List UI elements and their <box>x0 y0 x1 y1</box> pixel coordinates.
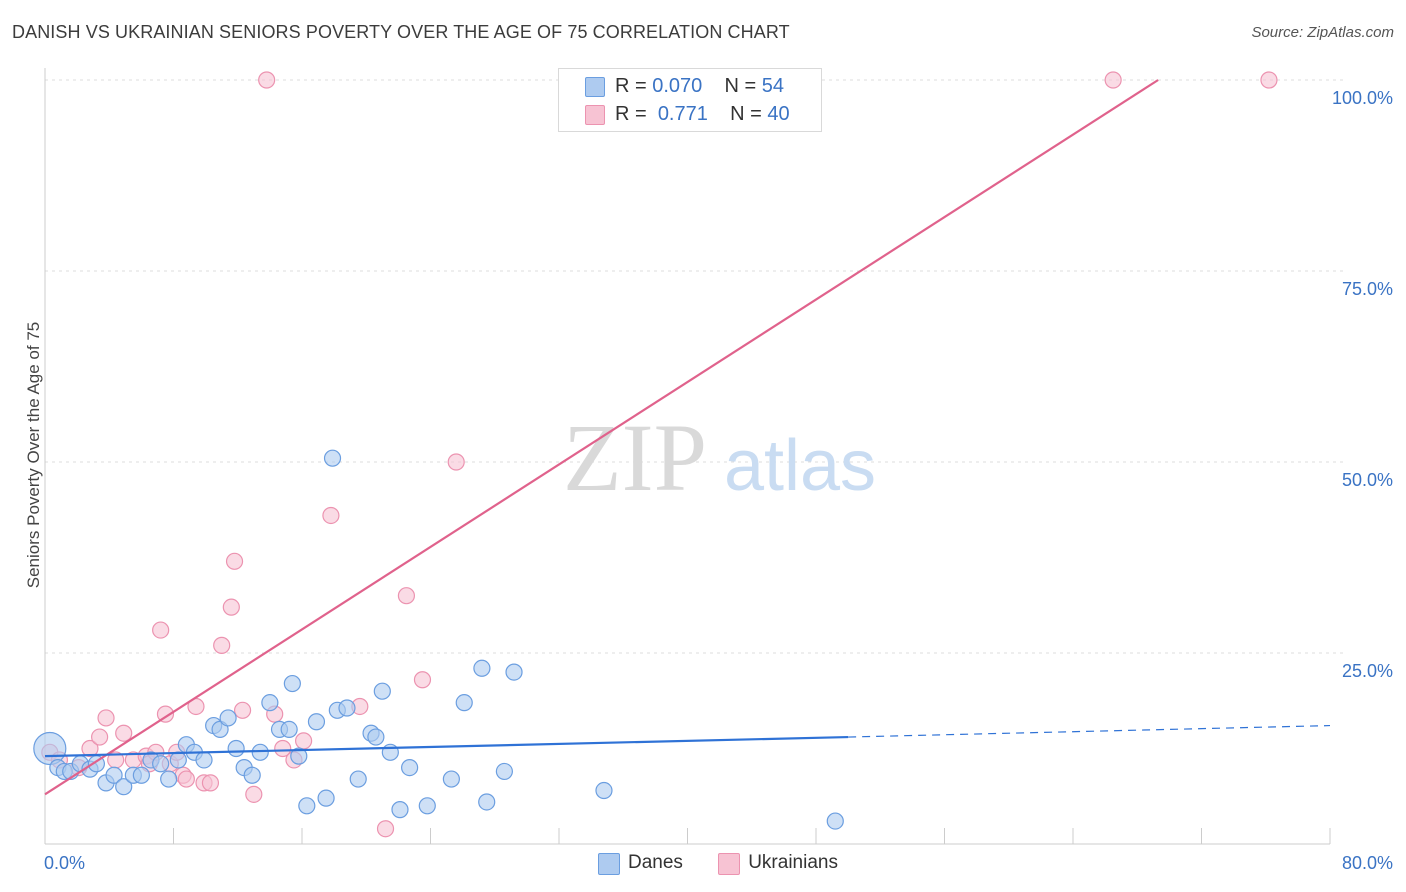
ukrainians-point <box>295 732 313 750</box>
ukrainians-point <box>233 701 252 719</box>
danes-point <box>349 770 367 788</box>
danes-point <box>373 682 391 700</box>
x-tick-label-min: 0.0% <box>44 853 85 873</box>
ukrainians-point <box>1260 71 1278 89</box>
danes-point <box>495 762 513 781</box>
danes-points <box>33 449 844 830</box>
y-tick-label: 25.0% <box>1342 661 1393 681</box>
danes-point <box>169 751 187 769</box>
series-legend: Danes Ukrainians <box>598 852 868 875</box>
danes-trend-extension <box>848 724 1331 738</box>
ukrainians-point <box>413 671 432 689</box>
danes-point <box>826 812 844 830</box>
danes-point <box>505 663 523 681</box>
danes-r-value: 0.070 <box>652 75 703 97</box>
ukrainians-point <box>222 598 240 616</box>
ukrainians-point <box>156 705 175 723</box>
danes-point <box>152 755 170 773</box>
ukrainians-point <box>322 506 340 525</box>
danes-n-label: N = <box>724 75 757 97</box>
danes-trend-line <box>44 735 849 758</box>
ukrainians-point <box>1104 71 1122 89</box>
danes-legend-label: Danes <box>628 852 683 873</box>
ukrainians-legend-label: Ukrainians <box>748 852 838 873</box>
danes-point <box>261 694 279 712</box>
y-tick-label: 100.0% <box>1332 88 1393 108</box>
danes-point <box>367 728 385 746</box>
ukrainians-point <box>245 785 263 803</box>
trend-lines <box>44 79 1331 796</box>
danes-point <box>115 778 133 796</box>
danes-point <box>455 694 473 712</box>
ukrainians-point <box>152 621 170 639</box>
danes-point <box>195 751 213 769</box>
legend-item-danes[interactable]: Danes <box>598 852 683 875</box>
ukrainians-point <box>97 709 115 727</box>
legend-item-ukrainians[interactable]: Ukrainians <box>718 852 838 875</box>
ukrainians-point <box>115 724 133 742</box>
danes-n-value: 54 <box>761 75 785 97</box>
danes-point <box>160 770 178 788</box>
danes-point <box>219 709 237 727</box>
danes-point <box>243 766 261 784</box>
ukrainians-trend-line <box>44 79 1159 796</box>
ukrainians-point <box>225 552 244 570</box>
ukrainians-point <box>81 739 99 758</box>
ukrainians-legend-swatch <box>718 853 741 875</box>
danes-point <box>317 789 335 807</box>
x-tick-label-max: 80.0% <box>1342 853 1393 873</box>
ukrainians-n-label: N = <box>730 103 762 125</box>
tick-labels: 25.0% 50.0% 75.0% 100.0% 0.0% 80.0% <box>44 88 1393 873</box>
danes-point <box>478 793 496 811</box>
danes-point <box>280 720 298 739</box>
danes-legend-swatch <box>598 853 620 875</box>
danes-point <box>283 674 301 693</box>
danes-point <box>391 801 409 819</box>
watermark-atlas: atlas <box>724 426 876 506</box>
ukrainians-point <box>213 636 231 654</box>
danes-point <box>338 699 356 717</box>
danes-point <box>105 766 123 784</box>
ukrainians-swatch <box>585 105 605 125</box>
danes-point <box>323 449 342 467</box>
ukrainians-n-value: 40 <box>767 103 790 125</box>
danes-point <box>418 797 436 815</box>
ukrainians-point <box>258 71 276 89</box>
danes-point <box>401 758 419 777</box>
danes-point <box>595 781 613 800</box>
danes-swatch <box>585 77 605 97</box>
danes-point <box>227 739 245 758</box>
chart-title: DANISH VS UKRAINIAN SENIORS POVERTY OVER… <box>12 22 790 42</box>
danes-point <box>132 766 150 784</box>
ukrainians-point <box>397 587 416 605</box>
danes-point <box>473 659 491 677</box>
ukrainians-point <box>376 820 395 838</box>
danes-point <box>307 713 326 731</box>
axes <box>44 68 1331 845</box>
ukrainians-r-value: 0.771 <box>657 103 708 125</box>
ukrainians-point <box>91 728 109 746</box>
watermark-zip: ZIP <box>563 404 707 511</box>
y-tick-label: 50.0% <box>1342 470 1393 490</box>
danes-point <box>298 797 316 815</box>
y-tick-label: 75.0% <box>1342 279 1393 299</box>
ukrainians-point <box>447 453 465 471</box>
ukrainians-point <box>274 739 292 758</box>
danes-point <box>251 743 269 761</box>
danes-point <box>442 770 460 788</box>
ukrainians-point <box>177 770 195 788</box>
danes-point <box>290 747 308 765</box>
danes-r-label: R = <box>615 75 647 97</box>
stats-legend: R = 0.070 N = 54 R = 0.771 N = 40 <box>558 68 822 132</box>
source-label: Source: ZipAtlas.com <box>1251 24 1394 41</box>
ukrainians-point <box>201 774 220 792</box>
ukrainians-r-label: R = <box>615 103 647 125</box>
